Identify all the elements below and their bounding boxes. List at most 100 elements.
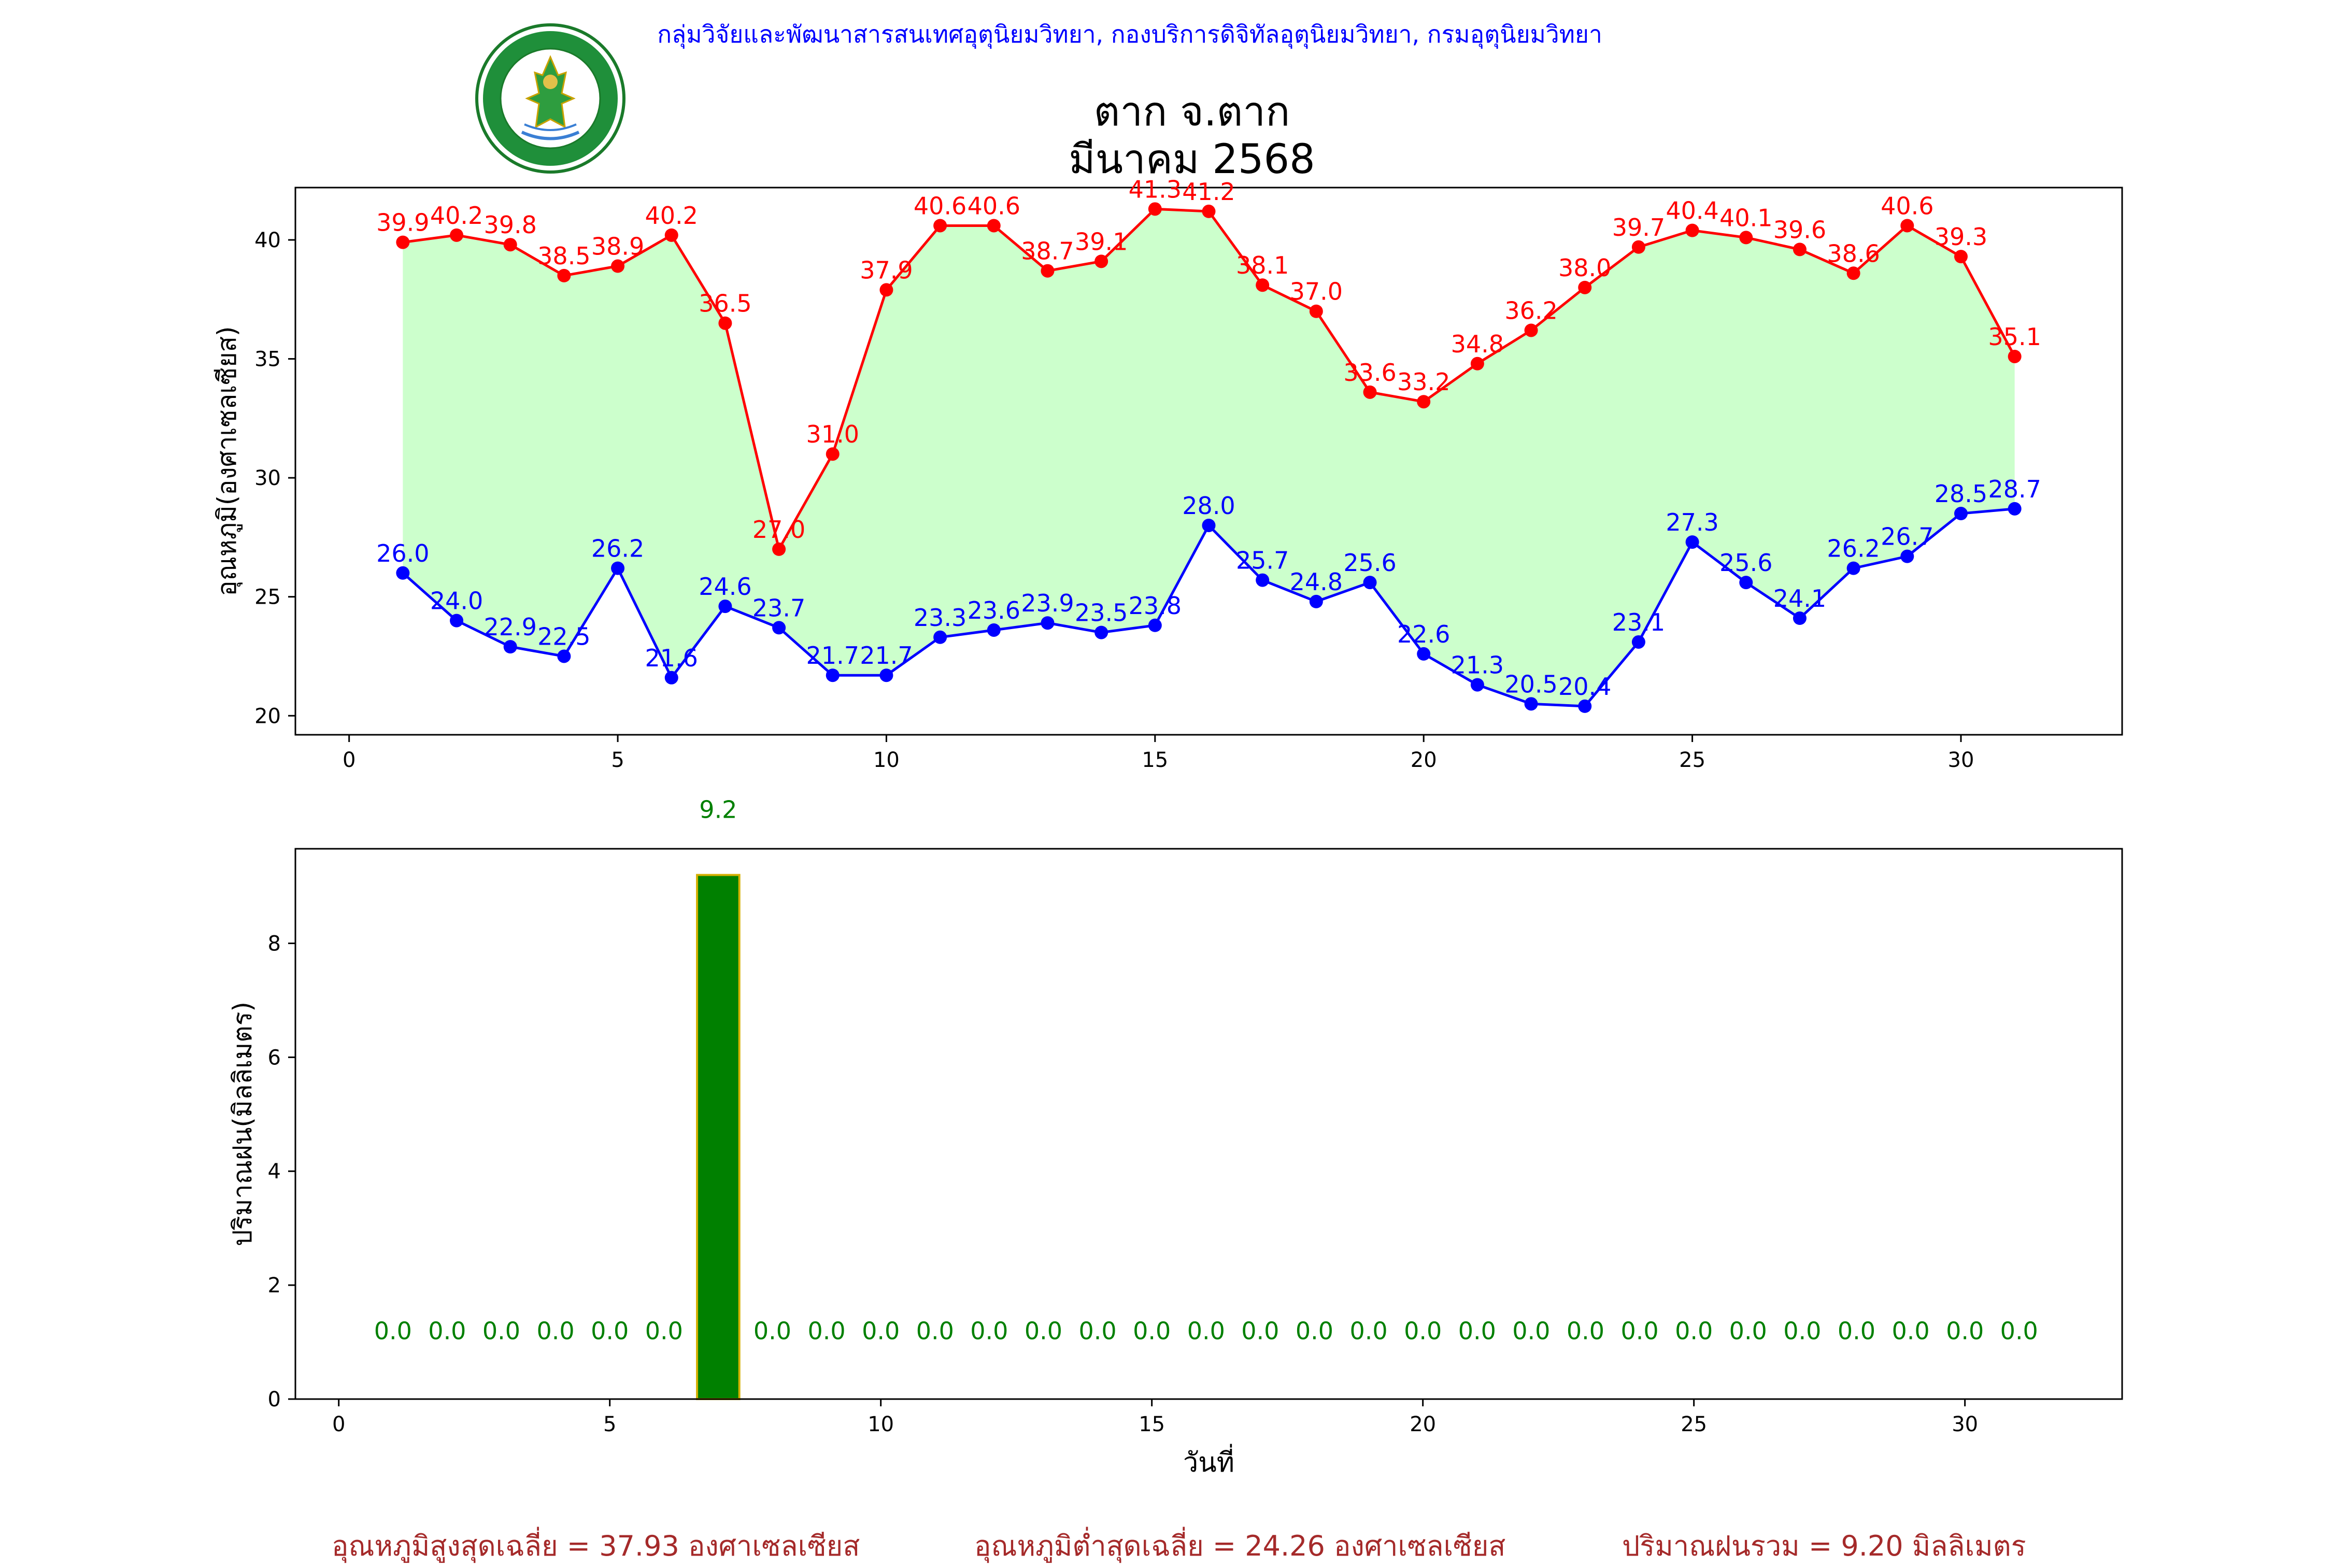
max-temperature-point (396, 235, 410, 249)
x-tick-label: 15 (1139, 1413, 1165, 1436)
max-temperature-value: 40.6 (914, 192, 966, 220)
max-temperature-value: 33.2 (1397, 368, 1450, 396)
min-temperature-value: 21.7 (806, 642, 859, 669)
rain-value: 0.0 (1567, 1317, 1604, 1345)
rain-value: 0.0 (1349, 1317, 1387, 1345)
min-temperature-value: 22.5 (537, 622, 590, 650)
rain-value: 0.0 (807, 1317, 845, 1345)
max-temperature-value: 36.2 (1504, 296, 1557, 324)
min-temperature-point (826, 668, 840, 682)
y-tick-label: 8 (268, 932, 281, 956)
station-title: ตาก จ.ตาก (1093, 89, 1290, 135)
min-temperature-value: 28.0 (1182, 492, 1235, 520)
min-temperature-value: 25.6 (1343, 549, 1396, 577)
max-temperature-value: 38.5 (537, 242, 590, 270)
y-tick-label: 25 (254, 586, 281, 609)
max-temperature-value: 35.1 (1988, 323, 2041, 351)
min-temperature-point (2008, 502, 2022, 516)
y-tick-label: 4 (268, 1160, 281, 1184)
max-temperature-value: 40.1 (1719, 204, 1772, 232)
min-temperature-value: 28.5 (1935, 480, 1987, 508)
min-temperature-point (1094, 625, 1108, 639)
min-temperature-point (1631, 635, 1645, 649)
max-temperature-value: 38.9 (591, 233, 644, 261)
min-temperature-point (987, 623, 1001, 637)
y-tick-label: 2 (268, 1274, 281, 1298)
max-temperature-point (1041, 264, 1055, 278)
max-temperature-value: 40.4 (1666, 197, 1718, 225)
temperature-chart: 0 5 10 15 20 25 30 20 25 30 35 40 อุณหภูมิ(องศาเซลเซ… (212, 175, 2123, 772)
max-temperature-value: 39.6 (1773, 216, 1826, 244)
rainfall-plot-frame (294, 848, 2123, 1400)
average-max-temperature: อุณหภูมิสูงสุดเฉลี่ย = 37.93 องศาเซลเซีย… (332, 1530, 860, 1562)
average-min-temperature: อุณหภูมิต่ำสุดเฉลี่ย = 24.26 องศาเซลเซีย… (974, 1530, 1506, 1562)
min-temperature-value: 28.7 (1988, 475, 2041, 503)
x-tick-label: 5 (603, 1413, 616, 1436)
x-tick-label: 15 (1142, 748, 1168, 772)
max-temperature-point (1685, 223, 1699, 237)
y-tick-label: 30 (254, 466, 281, 490)
min-temperature-value: 24.8 (1290, 568, 1343, 596)
min-temperature-point (933, 630, 947, 644)
max-temperature-value: 27.0 (752, 516, 805, 544)
min-temperature-point (1846, 561, 1860, 575)
x-tick-label: 10 (873, 748, 900, 772)
rain-value: 0.0 (1838, 1317, 1875, 1345)
max-temperature-point (1470, 357, 1484, 370)
max-temperature-point (1900, 219, 1914, 233)
month-title: มีนาคม 2568 (1069, 136, 1315, 183)
max-temperature-value: 41.3 (1129, 175, 1182, 203)
max-temperature-value: 37.9 (860, 256, 913, 284)
max-temperature-point (1148, 202, 1162, 216)
min-temperature-point (450, 614, 464, 628)
max-temperature-value: 39.8 (484, 211, 536, 239)
max-temperature-value: 38.6 (1827, 239, 1880, 267)
min-temperature-point (1417, 647, 1431, 661)
rain-value: 0.0 (862, 1317, 900, 1345)
min-temperature-value: 24.0 (430, 587, 483, 615)
max-temperature-point (1846, 266, 1860, 280)
max-temperature-value: 38.0 (1558, 254, 1611, 282)
rain-value: 0.0 (482, 1317, 520, 1345)
min-temperature-value: 27.3 (1666, 508, 1718, 536)
max-temperature-value: 39.3 (1935, 223, 1987, 251)
min-temperature-value: 23.6 (968, 596, 1020, 624)
min-temperature-point (1202, 518, 1216, 532)
x-tick-label: 25 (1679, 748, 1705, 772)
min-temperature-value: 23.9 (1021, 589, 1074, 617)
max-temperature-value: 40.6 (968, 192, 1020, 220)
min-temperature-value: 24.1 (1773, 585, 1826, 612)
max-temperature-point (1309, 304, 1323, 318)
rainfall-axis-label: ปริมาณฝน(มิลลิเมตร) (227, 1002, 258, 1246)
rain-value: 0.0 (1729, 1317, 1767, 1345)
rain-value: 0.0 (591, 1317, 629, 1345)
min-temperature-value: 22.6 (1397, 620, 1450, 648)
temperature-range-fill (403, 209, 2015, 706)
max-temperature-value: 37.0 (1290, 278, 1343, 306)
max-temperature-point (557, 268, 571, 282)
max-temperature-point (1739, 231, 1753, 245)
min-temperature-value: 21.3 (1451, 651, 1504, 679)
max-temperature-value: 41.2 (1182, 178, 1235, 206)
min-temperature-value: 25.7 (1236, 547, 1289, 575)
max-temperature-value: 31.0 (806, 420, 859, 448)
rain-value: 0.0 (374, 1317, 412, 1345)
min-temperature-value: 26.7 (1881, 523, 1933, 551)
min-temperature-point (1685, 535, 1699, 549)
min-temperature-point (1954, 507, 1968, 521)
max-temperature-point (1417, 395, 1431, 409)
date-axis-label: วันที่ (1183, 1444, 1234, 1478)
rain-value: 0.0 (1458, 1317, 1496, 1345)
rain-value: 0.0 (1892, 1317, 1929, 1345)
min-temperature-value: 24.6 (699, 573, 751, 601)
x-tick-label: 0 (343, 748, 356, 772)
y-tick-label: 35 (254, 348, 281, 372)
x-tick-label: 20 (1410, 1413, 1436, 1436)
min-temperature-point (1470, 678, 1484, 692)
rain-value: 0.0 (1783, 1317, 1821, 1345)
max-temperature-value: 40.2 (430, 202, 483, 230)
min-temperature-value: 21.7 (860, 642, 913, 669)
min-temperature-value: 26.2 (1827, 535, 1880, 563)
rain-value: 0.0 (1512, 1317, 1550, 1345)
